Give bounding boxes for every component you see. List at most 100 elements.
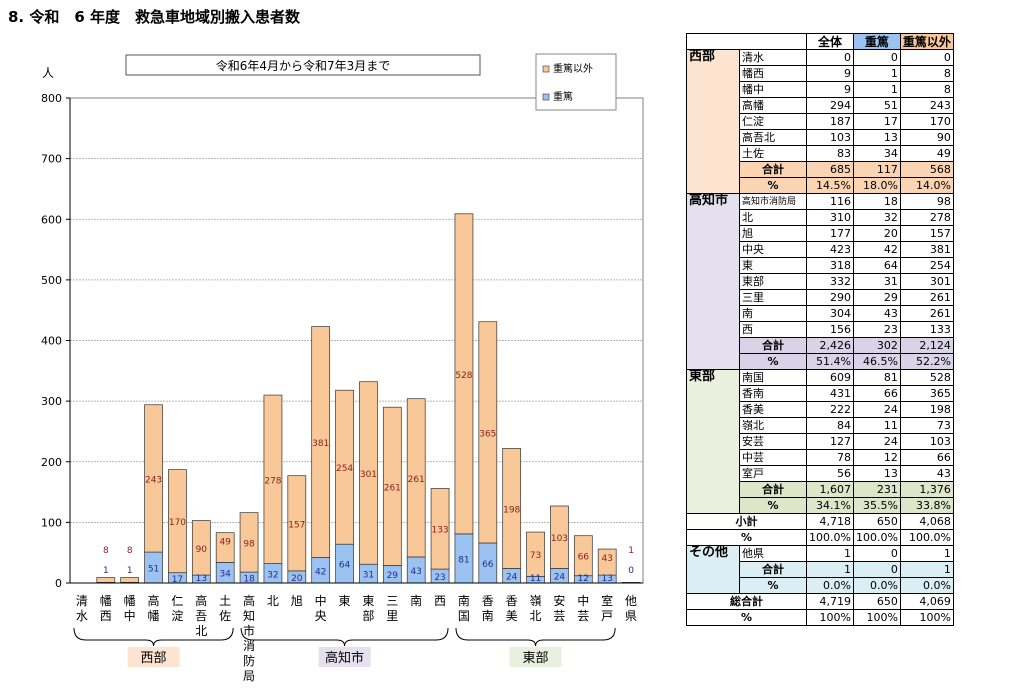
x-tick-label: 南 — [410, 593, 422, 608]
x-tick-label: 局 — [243, 669, 255, 683]
cell-total: 83 — [806, 145, 854, 162]
x-tick-label: 清 — [76, 594, 88, 608]
station-name: 中芸 — [739, 449, 807, 466]
cell-severe: 29 — [852, 289, 901, 306]
table-header-row: 全体 重篤 重篤以外 — [686, 33, 954, 50]
station-name: 北 — [739, 209, 807, 226]
station-name: 高知市消防局 — [739, 193, 807, 210]
table-row: 西 156 23 133 — [687, 321, 954, 338]
cell-severe: 42 — [852, 241, 901, 258]
cell-severe: 20 — [852, 225, 901, 242]
group-label-bg — [127, 647, 180, 667]
data-label-non-severe: 98 — [243, 539, 255, 549]
bar-non-severe — [239, 512, 259, 573]
x-tick-label: 幡 — [124, 593, 136, 608]
grand-total-row: 総合計 4,719 650 4,069 — [686, 593, 954, 610]
header-blank — [686, 33, 807, 50]
data-label-non-severe: 261 — [408, 475, 425, 485]
station-name: 香南 — [739, 385, 807, 402]
cell-non-severe: 261 — [899, 305, 954, 322]
cell-severe: 0 — [852, 545, 901, 562]
bar-non-severe — [573, 535, 593, 577]
cell-severe: 0 — [852, 49, 901, 66]
x-tick-label: 中 — [315, 593, 327, 608]
x-tick-label: 高 — [195, 593, 207, 608]
subtotal-label: 合計 — [739, 161, 807, 178]
subtotal-value: 1,607 — [806, 481, 854, 498]
x-tick-label: 南 — [482, 608, 494, 623]
y-tick-label: 0 — [55, 577, 62, 590]
x-tick-label: 他 — [625, 594, 637, 608]
percent-value: 52.2% — [899, 353, 954, 370]
period-label: 令和6年4月から令和7年3月まで — [216, 58, 391, 73]
group-label-bg — [318, 647, 371, 667]
table-row: 三里 290 29 261 — [687, 289, 954, 306]
bar-non-severe — [406, 398, 426, 558]
data-label-non-severe: 198 — [503, 505, 520, 515]
bar-non-severe — [550, 505, 569, 569]
shoukei-value: 4,718 — [806, 513, 854, 530]
x-tick-label: 北 — [530, 609, 542, 623]
station-name: 他県 — [739, 545, 807, 562]
percent-label: % — [739, 577, 807, 594]
region-name: その他 — [686, 545, 740, 594]
cell-non-severe: 66 — [899, 449, 954, 466]
cell-non-severe: 254 — [899, 257, 954, 274]
bar-non-severe — [96, 577, 116, 583]
bar-non-severe — [478, 321, 498, 544]
y-tick-label: 400 — [41, 335, 62, 348]
station-name: 幡中 — [739, 81, 807, 98]
y-tick-label: 600 — [41, 213, 62, 226]
percent-value: 14.5% — [806, 177, 854, 194]
percent-label: % — [739, 497, 807, 514]
bar-non-severe — [311, 326, 331, 558]
subtotal-value: 2,124 — [899, 337, 954, 354]
cell-non-severe: 528 — [899, 369, 954, 386]
x-tick-label: 吾 — [195, 609, 207, 623]
percent-value: 0.0% — [806, 577, 854, 594]
x-tick-label: 美 — [506, 609, 518, 623]
region-name: 東部 — [686, 369, 740, 514]
data-label-severe: 31 — [363, 571, 374, 581]
x-tick-label: 三 — [386, 594, 398, 608]
x-tick-label: 水 — [76, 609, 88, 623]
x-tick-label: 戸 — [601, 609, 613, 623]
cell-severe: 13 — [852, 465, 901, 482]
subtotal-row: 合計 2,426 302 2,124 — [687, 337, 954, 354]
grand-total-label: 総合計 — [686, 593, 807, 610]
x-tick-label: 香 — [482, 594, 494, 608]
data-table: 全体 重篤 重篤以外 西部 清水 0 0 0 幡西 9 1 8 幡中 9 1 8 高幡 294 51 243 仁淀 187… — [686, 33, 954, 626]
cell-severe: 31 — [852, 273, 901, 290]
y-tick-label: 500 — [41, 274, 62, 287]
subtotal-value: 2,426 — [806, 337, 854, 354]
cell-total: 332 — [806, 273, 854, 290]
table-row: 土佐 83 34 49 — [687, 145, 954, 162]
grand-percent-value: 100% — [852, 609, 901, 626]
cell-non-severe: 365 — [899, 385, 954, 402]
data-label-non-severe: 528 — [455, 371, 472, 381]
bar-non-severe — [215, 532, 235, 563]
cell-total: 9 — [806, 81, 854, 98]
stacked-bar-chart: 1818512431717013903449189832278201574238… — [41, 53, 644, 683]
percent-value: 35.5% — [852, 497, 901, 514]
x-tick-label: 幡 — [100, 593, 112, 608]
cell-non-severe: 133 — [899, 321, 954, 338]
x-tick-label: 西 — [434, 594, 446, 608]
data-label-severe: 42 — [315, 567, 326, 577]
header-non-severe: 重篤以外 — [899, 33, 954, 50]
cell-non-severe: 381 — [899, 241, 954, 258]
station-name: 東 — [739, 257, 807, 274]
cell-total: 222 — [806, 401, 854, 418]
cell-severe: 24 — [852, 401, 901, 418]
subtotal-row: 合計 1 0 1 — [687, 561, 954, 578]
station-name: 仁淀 — [739, 113, 807, 130]
bar-non-severe — [287, 475, 307, 572]
x-tick-label: 芸 — [577, 609, 589, 623]
legend-box — [535, 53, 617, 111]
grand-total-value: 4,069 — [899, 593, 954, 610]
cell-total: 431 — [806, 385, 854, 402]
cell-total: 84 — [806, 417, 854, 434]
data-label-severe: 20 — [291, 574, 303, 584]
y-tick-label: 700 — [41, 153, 62, 166]
x-tick-label: 東 — [362, 594, 374, 608]
